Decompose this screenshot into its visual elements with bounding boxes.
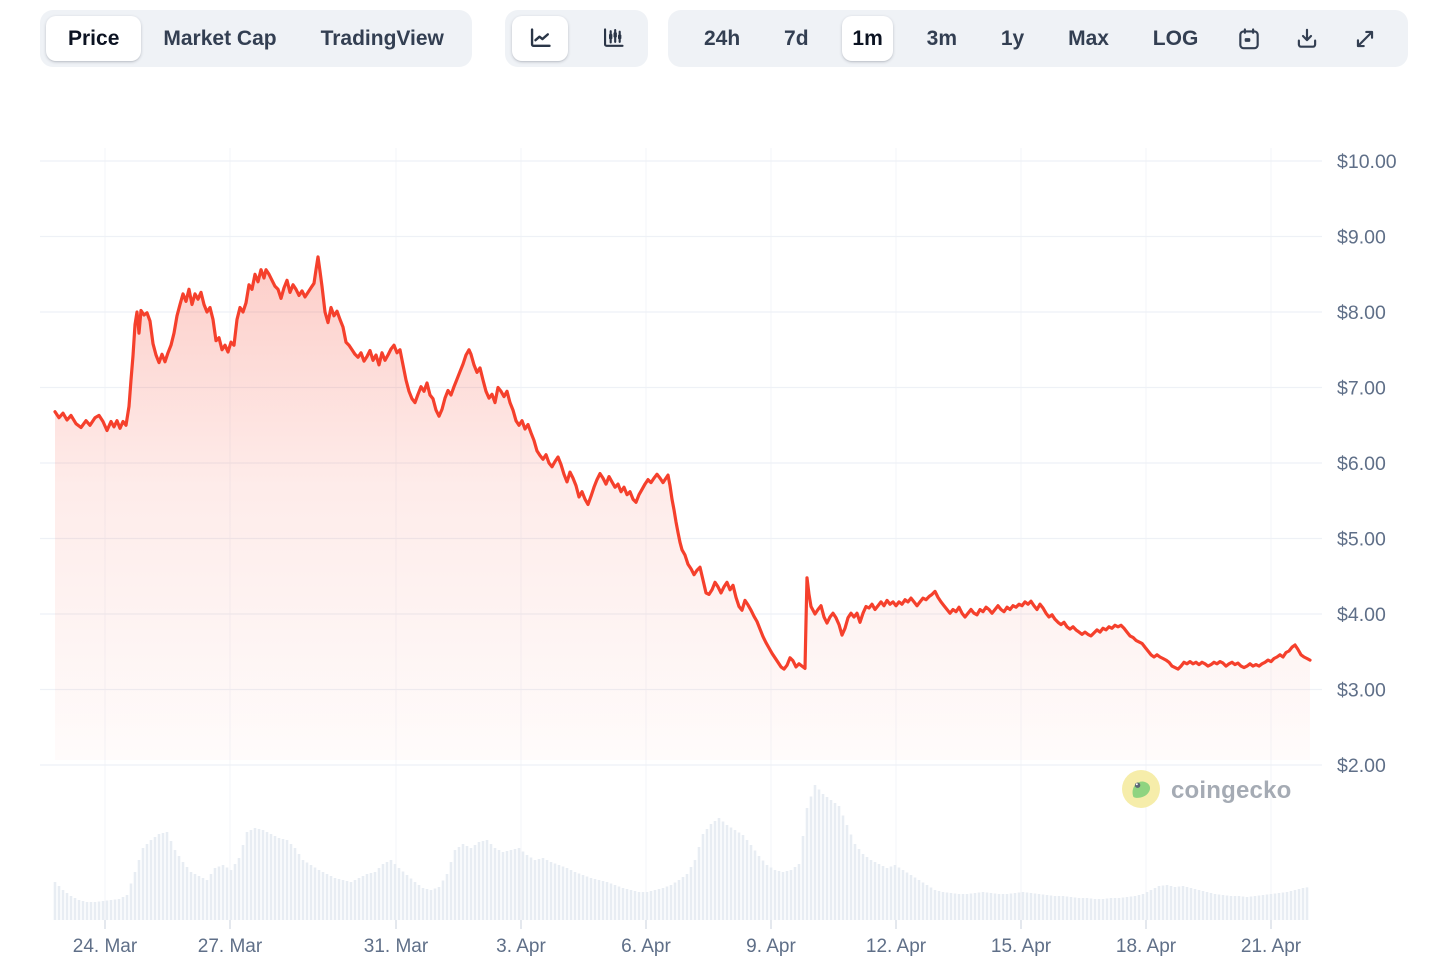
tab-tradingview[interactable]: TradingView	[299, 16, 466, 61]
tab-price[interactable]: Price	[46, 16, 142, 61]
svg-text:15. Apr: 15. Apr	[991, 936, 1052, 957]
coingecko-watermark-text: coingecko	[1171, 777, 1292, 804]
x-axis-labels: 24. Mar 27. Mar 31. Mar 3. Apr 6. Apr 9. Apr 1…	[73, 936, 1302, 957]
price-chart-area[interactable]: $10.00 $9.00 $8.00 $7.00 $6.00 $5.00 $4.00 $3.0…	[0, 70, 1430, 974]
svg-text:9. Apr: 9. Apr	[746, 936, 796, 957]
download-icon	[1294, 26, 1320, 52]
range-button-7d[interactable]: 7d	[774, 16, 819, 61]
svg-text:27. Mar: 27. Mar	[198, 936, 263, 957]
range-button-24h[interactable]: 24h	[694, 16, 750, 61]
price-area-fill	[55, 256, 1310, 760]
range-button-log[interactable]: LOG	[1143, 16, 1209, 61]
range-button-3m[interactable]: 3m	[917, 16, 967, 61]
candlestick-chart-icon	[600, 25, 627, 52]
range-button-1m[interactable]: 1m	[842, 16, 893, 61]
svg-text:$7.00: $7.00	[1337, 378, 1386, 400]
view-tabs-group: Price Market Cap TradingView	[40, 10, 472, 67]
price-chart-svg[interactable]: $10.00 $9.00 $8.00 $7.00 $6.00 $5.00 $4.00 $3.0…	[0, 70, 1430, 974]
svg-text:3. Apr: 3. Apr	[496, 936, 546, 957]
tab-market-cap[interactable]: Market Cap	[141, 16, 298, 61]
svg-text:21. Apr: 21. Apr	[1241, 936, 1302, 957]
svg-text:6. Apr: 6. Apr	[621, 936, 671, 957]
y-axis-labels: $10.00 $9.00 $8.00 $7.00 $6.00 $5.00 $4.00 $3.0…	[1337, 151, 1397, 777]
svg-text:$8.00: $8.00	[1337, 302, 1386, 324]
svg-text:$4.00: $4.00	[1337, 604, 1386, 626]
range-group: 24h 7d 1m 3m 1y Max LOG	[668, 10, 1408, 67]
svg-text:$10.00: $10.00	[1337, 151, 1397, 173]
range-button-1y[interactable]: 1y	[991, 16, 1034, 61]
expand-icon	[1352, 26, 1378, 52]
candlestick-chart-button[interactable]	[585, 16, 641, 61]
expand-button[interactable]	[1348, 16, 1382, 61]
range-button-max[interactable]: Max	[1058, 16, 1119, 61]
coingecko-logo-icon	[1122, 769, 1160, 813]
svg-text:$5.00: $5.00	[1337, 529, 1386, 551]
coingecko-watermark: coingecko	[1122, 769, 1292, 813]
svg-text:$6.00: $6.00	[1337, 453, 1386, 475]
svg-text:$2.00: $2.00	[1337, 755, 1386, 777]
chart-type-group	[505, 10, 648, 67]
line-chart-icon	[527, 25, 554, 52]
svg-text:24. Mar: 24. Mar	[73, 936, 138, 957]
volume-bars	[53, 785, 1309, 920]
download-button[interactable]	[1290, 16, 1324, 61]
line-chart-button[interactable]	[512, 16, 568, 61]
svg-text:$3.00: $3.00	[1337, 680, 1386, 702]
price-line	[53, 255, 1312, 671]
svg-text:31. Mar: 31. Mar	[364, 936, 429, 957]
calendar-button[interactable]	[1232, 16, 1266, 61]
calendar-icon	[1236, 26, 1262, 52]
svg-text:12. Apr: 12. Apr	[866, 936, 927, 957]
svg-text:$9.00: $9.00	[1337, 227, 1386, 249]
svg-text:18. Apr: 18. Apr	[1116, 936, 1177, 957]
